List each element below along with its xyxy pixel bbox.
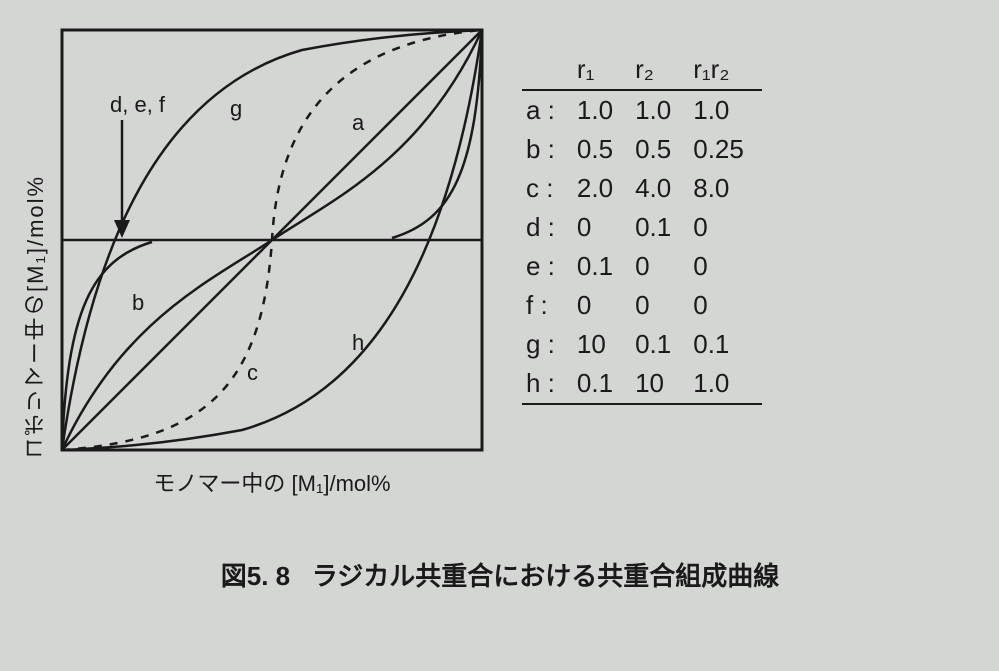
cell: h : [522, 364, 573, 403]
cell: c : [522, 169, 573, 208]
table-row: g : 10 0.1 0.1 [522, 325, 762, 364]
figure-row: コポリマー中の[M₁]/mol% [20, 20, 980, 520]
chart-block: コポリマー中の[M₁]/mol% [20, 20, 492, 520]
cell: b : [522, 130, 573, 169]
caption-text: ラジカル共重合における共重合組成曲線 [312, 561, 779, 591]
table-row: d : 0 0.1 0 [522, 208, 762, 247]
cell: f : [522, 286, 573, 325]
table-row: e : 0.1 0 0 [522, 247, 762, 286]
label-a: a [352, 110, 365, 135]
label-c: c [247, 360, 258, 385]
table: r₁ r₂ r₁r₂ a : 1.0 1.0 1.0 b : 0.5 [522, 50, 762, 405]
cell: e : [522, 247, 573, 286]
cell: 1.0 [631, 90, 689, 130]
cell: 0.1 [573, 364, 631, 403]
col-r2: r₂ [631, 50, 689, 90]
curve-def-right [392, 30, 482, 238]
cell: 0 [573, 286, 631, 325]
caption-number: 図5. 8 [221, 561, 290, 591]
curve-def-left [62, 242, 152, 450]
cell: 8.0 [689, 169, 762, 208]
label-def: d, e, f [110, 92, 166, 117]
y-axis-label: コポリマー中の[M₁]/mol% [20, 20, 52, 520]
label-h: h [352, 330, 364, 355]
reactivity-table: r₁ r₂ r₁r₂ a : 1.0 1.0 1.0 b : 0.5 [522, 20, 762, 405]
x-axis-label: モノマー中の [M₁]/mol% [52, 466, 492, 498]
cell: 0 [631, 286, 689, 325]
cell: 4.0 [631, 169, 689, 208]
cell: 0 [689, 286, 762, 325]
figure-container: コポリマー中の[M₁]/mol% [20, 20, 980, 593]
cell: 0.1 [573, 247, 631, 286]
col-label [522, 50, 573, 90]
table-row: a : 1.0 1.0 1.0 [522, 90, 762, 130]
table-body: a : 1.0 1.0 1.0 b : 0.5 0.5 0.25 c : 2.0 [522, 90, 762, 404]
table-header-row: r₁ r₂ r₁r₂ [522, 50, 762, 90]
table-row: c : 2.0 4.0 8.0 [522, 169, 762, 208]
label-b: b [132, 290, 144, 315]
cell: 0.5 [573, 130, 631, 169]
cell: 2.0 [573, 169, 631, 208]
cell: 1.0 [689, 364, 762, 403]
plot-wrapper: d, e, f g a b c h モノマー中の [M₁]/mol% [52, 20, 492, 498]
cell: 0.1 [631, 325, 689, 364]
col-r1: r₁ [573, 50, 631, 90]
cell: 10 [631, 364, 689, 403]
table-bottom-rule [522, 403, 762, 404]
cell: g : [522, 325, 573, 364]
cell: 0.1 [631, 208, 689, 247]
cell: 0 [631, 247, 689, 286]
cell: 0 [689, 208, 762, 247]
col-r1r2: r₁r₂ [689, 50, 762, 90]
cell: a : [522, 90, 573, 130]
cell: 1.0 [573, 90, 631, 130]
table-row: h : 0.1 10 1.0 [522, 364, 762, 403]
cell: 0.1 [689, 325, 762, 364]
cell: 0.5 [631, 130, 689, 169]
cell: 0 [573, 208, 631, 247]
composition-plot: d, e, f g a b c h [52, 20, 492, 460]
table-row: f : 0 0 0 [522, 286, 762, 325]
cell: 10 [573, 325, 631, 364]
cell: d : [522, 208, 573, 247]
figure-caption: 図5. 8 ラジカル共重合における共重合組成曲線 [20, 556, 980, 593]
table-row: b : 0.5 0.5 0.25 [522, 130, 762, 169]
label-g: g [230, 96, 242, 121]
cell: 1.0 [689, 90, 762, 130]
cell: 0 [689, 247, 762, 286]
cell: 0.25 [689, 130, 762, 169]
